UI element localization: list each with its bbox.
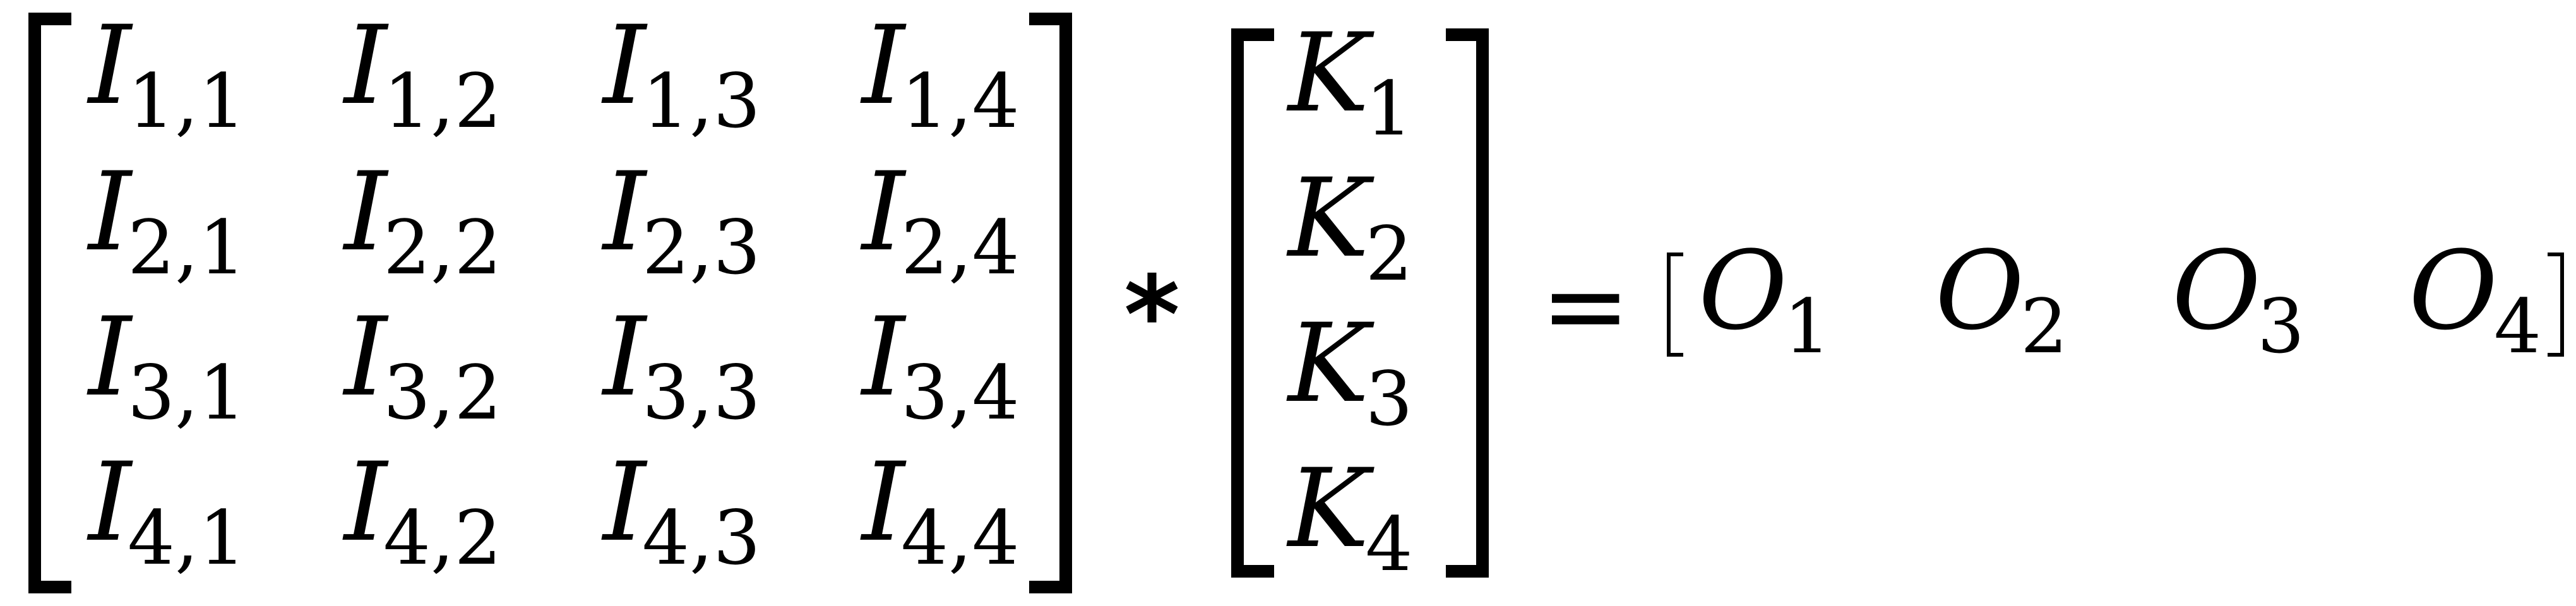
input-matrix-cell-1-3-symbol: I [603, 2, 646, 129]
kernel-vector-entry-4-symbol: K [1288, 445, 1369, 572]
input-matrix-cell-4-4-subscript: 4,4 [900, 494, 1020, 581]
output-vector-entry-2-subscript: 2 [2020, 283, 2068, 370]
input-matrix-cell-4-1-subscript: 4,1 [127, 494, 246, 581]
input-matrix-cell-4-3: I4,3 [603, 448, 761, 576]
input-matrix-cell-1-3-subscript: 1,3 [641, 57, 761, 145]
input-matrix-cell-1-1-subscript: 1,1 [127, 57, 246, 145]
input-matrix-cell-1-1: I1,1 [88, 11, 246, 139]
input-matrix-cell-2-1: I2,1 [88, 158, 246, 285]
input-matrix-cell-2-1-symbol: I [88, 148, 131, 275]
kernel-vector-entry-3-symbol: K [1288, 300, 1369, 427]
input-matrix-cell-2-3: I2,3 [603, 158, 761, 285]
input-matrix-cell-4-4-symbol: I [862, 439, 905, 566]
input-matrix-cell-4-1: I4,1 [88, 448, 246, 576]
kernel-vector-entry-4: K4 [1288, 454, 1413, 582]
input-matrix-cell-2-2-subscript: 2,2 [383, 204, 502, 291]
input-matrix-cell-1-4-subscript: 1,4 [900, 57, 1020, 145]
input-matrix-cell-2-4-symbol: I [862, 148, 905, 275]
output-vector-entry-3-symbol: O [2172, 227, 2262, 354]
input-matrix-cell-4-3-symbol: I [603, 439, 646, 566]
input-matrix-cell-3-4: I3,4 [862, 303, 1020, 431]
input-matrix-cell-3-1: I3,1 [88, 303, 246, 431]
input-matrix-cell-2-3-symbol: I [603, 148, 646, 275]
input-matrix-cell-1-3: I1,3 [603, 11, 761, 139]
input-matrix-cell-1-4: I1,4 [862, 11, 1020, 139]
output-vector-entry-3-subscript: 3 [2257, 283, 2305, 370]
input-matrix-cell-1-2: I1,2 [344, 11, 502, 139]
output-vector-left-bracket [1667, 252, 1683, 357]
kernel-vector-entry-2: K2 [1288, 164, 1413, 292]
input-matrix-cell-3-2: I3,2 [344, 303, 502, 431]
kernel-vector-entry-1-subscript: 1 [1365, 65, 1413, 152]
output-vector-entry-1: O1 [1698, 237, 1831, 364]
input-matrix-cell-1-2-symbol: I [344, 2, 387, 129]
input-matrix-cell-4-2-subscript: 4,2 [383, 494, 502, 581]
kernel-vector-entry-2-subscript: 2 [1365, 210, 1413, 297]
output-vector-entry-4-symbol: O [2409, 227, 2498, 354]
kernel-vector-entry-4-subscript: 4 [1365, 501, 1413, 588]
kernel-vector-entry-1-symbol: K [1288, 9, 1369, 136]
kernel-vector-right-bracket [1446, 28, 1489, 578]
input-matrix-cell-1-4-symbol: I [862, 2, 905, 129]
input-matrix-cell-3-2-subscript: 3,2 [383, 349, 502, 436]
input-matrix-cell-2-3-subscript: 2,3 [641, 204, 761, 291]
kernel-vector-entry-3-subscript: 3 [1365, 355, 1413, 443]
input-matrix-cell-3-4-subscript: 3,4 [900, 349, 1020, 436]
output-vector-entry-2-symbol: O [1935, 227, 2025, 354]
input-matrix-cell-3-3-subscript: 3,3 [641, 349, 761, 436]
input-matrix-cell-4-3-subscript: 4,3 [641, 494, 761, 581]
input-matrix-cell-3-3: I3,3 [603, 303, 761, 431]
output-vector-entry-1-symbol: O [1698, 227, 1788, 354]
input-matrix-cell-4-2-symbol: I [344, 439, 387, 566]
input-matrix-cell-4-2: I4,2 [344, 448, 502, 576]
convolution-operator: * [1124, 253, 1180, 378]
output-vector-entry-4-subscript: 4 [2494, 283, 2542, 370]
kernel-vector-entry-3: K3 [1288, 309, 1413, 437]
input-matrix-cell-3-3-symbol: I [603, 294, 646, 420]
kernel-vector-left-bracket [1231, 28, 1274, 578]
input-matrix-cell-2-4-subscript: 2,4 [900, 204, 1020, 291]
input-matrix-cell-2-4: I2,4 [862, 158, 1020, 285]
input-matrix-cell-2-2-symbol: I [344, 148, 387, 275]
input-matrix-cell-3-1-subscript: 3,1 [127, 349, 246, 436]
input-matrix-cell-1-2-subscript: 1,2 [383, 57, 502, 145]
kernel-vector-entry-1: K1 [1288, 19, 1413, 146]
output-vector-entry-1-subscript: 1 [1784, 283, 1832, 370]
output-vector-entry-3: O3 [2172, 237, 2305, 364]
input-matrix-cell-3-2-symbol: I [344, 294, 387, 420]
input-matrix-cell-3-1-symbol: I [88, 294, 131, 420]
output-vector-entry-4: O4 [2409, 237, 2541, 364]
input-matrix-cell-4-1-symbol: I [88, 439, 131, 566]
output-vector-right-bracket [2548, 252, 2564, 357]
equals-operator: = [1541, 244, 1631, 369]
kernel-vector-entry-2-symbol: K [1288, 155, 1369, 282]
input-matrix-cell-3-4-symbol: I [862, 294, 905, 420]
input-matrix-left-bracket [28, 13, 71, 593]
output-vector-entry-2: O2 [1935, 237, 2068, 364]
input-matrix-cell-2-2: I2,2 [344, 158, 502, 285]
input-matrix-cell-1-1-symbol: I [88, 2, 131, 129]
input-matrix-right-bracket [1029, 13, 1072, 593]
input-matrix-cell-4-4: I4,4 [862, 448, 1020, 576]
input-matrix-cell-2-1-subscript: 2,1 [127, 204, 246, 291]
